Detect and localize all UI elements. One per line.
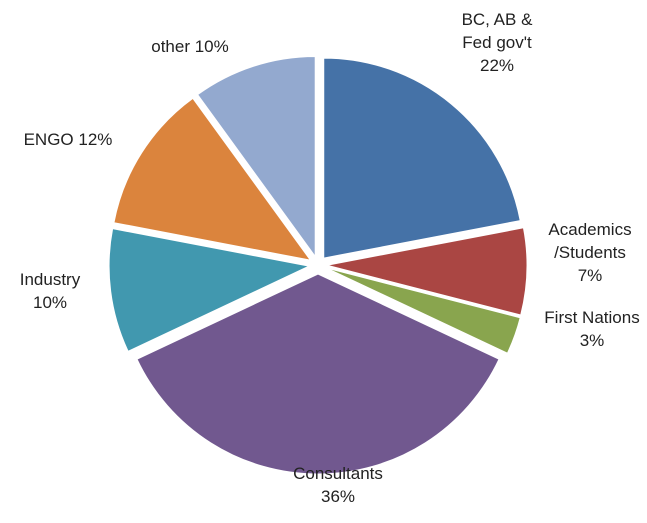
slice-label: Academics /Students 7%: [540, 218, 640, 287]
slice-label: BC, AB & Fed gov't 22%: [452, 8, 542, 77]
pie-slice: [326, 267, 521, 354]
value-label: 10%: [194, 37, 229, 56]
category-label: Consultants: [293, 464, 383, 483]
pie-slice: [326, 227, 528, 316]
slice-label: other 10%: [151, 35, 229, 58]
category-label: other: [151, 37, 190, 56]
slice-label: First Nations 3%: [542, 306, 642, 352]
value-label: 36%: [320, 487, 356, 506]
pie-slice: [136, 273, 500, 475]
pie-slice: [323, 57, 521, 259]
slice-label: Industry 10%: [15, 268, 85, 314]
value-label: 10%: [32, 293, 68, 312]
pie-slice: [108, 228, 311, 352]
category-label: BC, AB & Fed gov't: [461, 10, 533, 52]
category-label: First Nations: [544, 308, 640, 327]
pie-slice: [196, 55, 316, 258]
category-label: ENGO: [23, 130, 74, 149]
category-label: Industry: [19, 270, 81, 289]
value-label: 3%: [579, 331, 605, 350]
category-label: Academics /Students: [548, 220, 632, 262]
slice-label: ENGO 12%: [24, 128, 113, 151]
value-label: 7%: [577, 266, 603, 285]
slice-label: Consultants 36%: [283, 462, 393, 508]
value-label: 22%: [479, 56, 515, 75]
value-label: 12%: [78, 130, 113, 149]
pie-slice: [113, 97, 312, 261]
